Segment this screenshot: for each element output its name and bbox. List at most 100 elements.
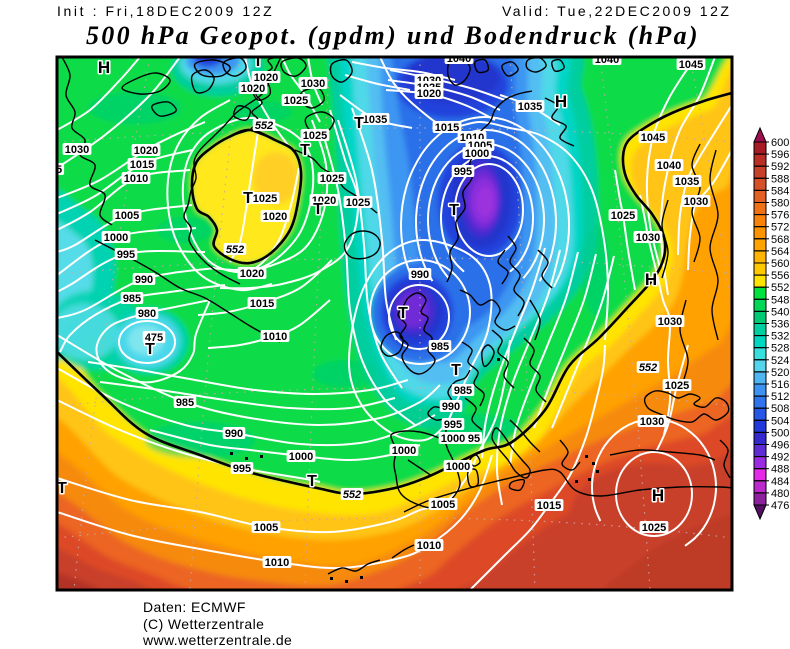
svg-text:T: T xyxy=(145,341,155,358)
svg-text:T: T xyxy=(449,202,459,219)
svg-text:95: 95 xyxy=(468,433,480,445)
svg-text:1035: 1035 xyxy=(518,101,542,113)
svg-text:1030: 1030 xyxy=(65,144,89,156)
svg-text:1015: 1015 xyxy=(130,159,154,171)
svg-text:572: 572 xyxy=(771,222,789,234)
svg-text:T: T xyxy=(300,142,310,159)
svg-text:H: H xyxy=(98,58,110,77)
svg-text:1030: 1030 xyxy=(658,316,682,328)
svg-text:524: 524 xyxy=(771,355,789,367)
svg-text:508: 508 xyxy=(771,403,789,415)
svg-text:552: 552 xyxy=(771,282,789,294)
svg-text:1025: 1025 xyxy=(642,522,666,534)
svg-text:1020: 1020 xyxy=(417,88,441,100)
svg-text:1020: 1020 xyxy=(263,211,287,223)
svg-text:H: H xyxy=(652,486,664,505)
svg-text:560: 560 xyxy=(771,258,789,270)
svg-text:1020: 1020 xyxy=(312,195,336,207)
svg-text:576: 576 xyxy=(771,210,789,222)
svg-text:548: 548 xyxy=(771,294,789,306)
svg-text:592: 592 xyxy=(771,161,789,173)
svg-text:H: H xyxy=(555,92,567,111)
svg-text:1000: 1000 xyxy=(441,433,465,445)
svg-text:985: 985 xyxy=(123,293,141,305)
svg-text:1040: 1040 xyxy=(595,54,619,66)
svg-text:552: 552 xyxy=(343,489,361,501)
svg-text:1010: 1010 xyxy=(265,557,289,569)
svg-text:T: T xyxy=(307,473,317,490)
svg-text:1040: 1040 xyxy=(657,160,681,172)
svg-text:500: 500 xyxy=(771,427,789,439)
svg-text:475: 475 xyxy=(145,332,163,344)
svg-text:985: 985 xyxy=(176,397,194,409)
svg-text:1030: 1030 xyxy=(640,416,664,428)
svg-text:980: 980 xyxy=(138,308,156,320)
svg-text:1020: 1020 xyxy=(254,72,278,84)
svg-text:536: 536 xyxy=(771,319,789,331)
svg-text:1010: 1010 xyxy=(417,540,441,552)
svg-text:1025: 1025 xyxy=(303,130,327,142)
svg-text:990: 990 xyxy=(442,401,460,413)
svg-text:T: T xyxy=(354,115,364,132)
svg-text:540: 540 xyxy=(771,306,789,318)
svg-text:1020: 1020 xyxy=(134,145,158,157)
svg-text:995: 995 xyxy=(117,249,135,261)
svg-text:504: 504 xyxy=(771,415,789,427)
svg-text:1005: 1005 xyxy=(115,210,139,222)
svg-text:1025: 1025 xyxy=(611,210,635,222)
svg-text:532: 532 xyxy=(771,331,789,343)
svg-text:1030: 1030 xyxy=(684,196,708,208)
svg-text:1025: 1025 xyxy=(284,95,308,107)
svg-text:985: 985 xyxy=(454,385,472,397)
svg-text:1035: 1035 xyxy=(363,114,387,126)
svg-text:512: 512 xyxy=(771,391,789,403)
svg-text:1025: 1025 xyxy=(253,193,277,205)
svg-text:552: 552 xyxy=(226,244,244,256)
svg-text:1030: 1030 xyxy=(636,232,660,244)
svg-text:990: 990 xyxy=(135,274,153,286)
svg-text:568: 568 xyxy=(771,234,789,246)
svg-text:488: 488 xyxy=(771,464,789,476)
svg-text:1015: 1015 xyxy=(537,500,561,512)
svg-text:492: 492 xyxy=(771,452,789,464)
svg-text:1035: 1035 xyxy=(675,176,699,188)
svg-text:484: 484 xyxy=(771,476,789,488)
svg-text:520: 520 xyxy=(771,367,789,379)
svg-text:588: 588 xyxy=(771,173,789,185)
svg-text:985: 985 xyxy=(431,341,449,353)
svg-text:584: 584 xyxy=(771,185,789,197)
svg-text:480: 480 xyxy=(771,488,789,500)
svg-text:496: 496 xyxy=(771,440,789,452)
svg-text:1010: 1010 xyxy=(124,173,148,185)
svg-text:T: T xyxy=(398,305,408,322)
svg-text:528: 528 xyxy=(771,343,789,355)
svg-text:1045: 1045 xyxy=(641,132,665,144)
svg-text:580: 580 xyxy=(771,198,789,210)
svg-text:552: 552 xyxy=(639,362,657,374)
svg-text:1000: 1000 xyxy=(289,451,313,463)
svg-text:T: T xyxy=(313,201,323,218)
svg-text:995: 995 xyxy=(233,463,251,475)
svg-text:T: T xyxy=(57,480,67,497)
svg-text:476: 476 xyxy=(771,500,789,512)
svg-text:1000: 1000 xyxy=(104,232,128,244)
svg-text:1025: 1025 xyxy=(346,197,370,209)
svg-text:1005: 1005 xyxy=(254,522,278,534)
svg-text:H: H xyxy=(645,270,657,289)
svg-text:1020: 1020 xyxy=(240,268,264,280)
svg-text:995: 995 xyxy=(444,419,462,431)
svg-text:5: 5 xyxy=(56,164,62,176)
svg-text:1010: 1010 xyxy=(263,331,287,343)
svg-text:990: 990 xyxy=(225,428,243,440)
svg-text:1030: 1030 xyxy=(301,78,325,90)
svg-text:1000: 1000 xyxy=(392,445,416,457)
svg-text:T: T xyxy=(451,362,461,379)
svg-text:1000: 1000 xyxy=(446,461,470,473)
svg-text:990: 990 xyxy=(411,269,429,281)
svg-text:1025: 1025 xyxy=(320,173,344,185)
svg-text:1000: 1000 xyxy=(465,148,489,160)
svg-text:1015: 1015 xyxy=(250,298,274,310)
svg-text:516: 516 xyxy=(771,379,789,391)
svg-text:1045: 1045 xyxy=(679,59,703,71)
svg-text:1015: 1015 xyxy=(435,122,459,134)
